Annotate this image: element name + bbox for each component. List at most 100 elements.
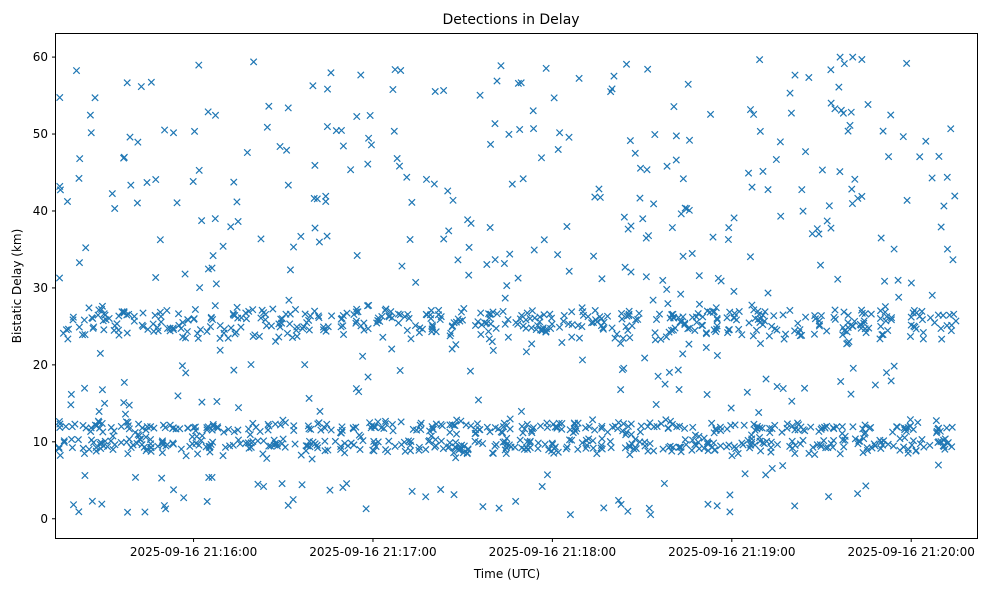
data-point xyxy=(880,277,889,285)
data-point xyxy=(566,426,574,434)
data-point xyxy=(649,200,658,208)
data-point xyxy=(596,313,604,321)
data-point xyxy=(713,314,721,323)
data-point xyxy=(397,66,405,75)
data-point xyxy=(125,401,133,409)
data-point xyxy=(935,152,943,161)
data-point xyxy=(876,314,885,323)
data-point xyxy=(124,450,132,458)
data-point xyxy=(578,356,587,364)
data-point xyxy=(693,318,701,326)
chart-title: Detections in Delay xyxy=(442,12,579,28)
data-point xyxy=(264,426,272,434)
data-point xyxy=(755,55,764,64)
data-point xyxy=(555,129,564,137)
data-point xyxy=(491,442,499,450)
x-tick-label: 2025-09-16 21:20:00 xyxy=(847,545,974,559)
data-point xyxy=(730,314,738,322)
data-point xyxy=(646,439,654,448)
data-point xyxy=(753,425,761,433)
data-point xyxy=(191,423,200,431)
data-point xyxy=(452,340,460,349)
data-point xyxy=(337,315,345,323)
data-point xyxy=(672,156,680,164)
data-point xyxy=(560,311,568,320)
data-point xyxy=(396,311,404,319)
data-point xyxy=(195,166,203,174)
data-point xyxy=(327,69,335,77)
data-point xyxy=(196,284,204,292)
data-point xyxy=(398,262,406,270)
data-point xyxy=(428,321,436,329)
data-point xyxy=(377,424,385,432)
data-point xyxy=(824,492,833,501)
data-point xyxy=(634,315,642,324)
data-point xyxy=(480,319,489,327)
data-point xyxy=(415,446,423,454)
data-point xyxy=(174,392,182,400)
data-point xyxy=(681,204,689,212)
data-point xyxy=(209,252,217,260)
data-point xyxy=(230,427,238,436)
data-point xyxy=(237,323,245,331)
data-point xyxy=(56,451,64,460)
data-point xyxy=(298,481,306,489)
data-point xyxy=(598,275,606,283)
data-point xyxy=(211,215,219,223)
data-point xyxy=(827,66,835,74)
data-point xyxy=(160,126,169,134)
data-point xyxy=(415,328,423,337)
data-point xyxy=(717,426,725,435)
data-point xyxy=(313,195,321,203)
data-point xyxy=(756,437,764,445)
data-point xyxy=(892,423,901,431)
data-point xyxy=(949,256,957,264)
data-point xyxy=(257,314,265,322)
data-point xyxy=(663,162,671,170)
data-point xyxy=(887,111,895,119)
data-point xyxy=(474,396,483,404)
data-point xyxy=(131,473,140,482)
data-point xyxy=(947,327,955,335)
data-point xyxy=(748,301,756,309)
data-point xyxy=(645,504,653,512)
data-point xyxy=(473,420,482,428)
data-point xyxy=(502,449,510,458)
data-point xyxy=(408,487,416,495)
data-point xyxy=(519,175,527,183)
data-point xyxy=(659,276,667,285)
data-point xyxy=(574,321,582,330)
data-point xyxy=(263,123,271,131)
data-point xyxy=(728,452,736,460)
data-point xyxy=(143,178,151,187)
data-point xyxy=(791,71,799,79)
data-point xyxy=(388,420,397,429)
data-point xyxy=(666,442,674,450)
data-point xyxy=(668,223,677,232)
data-point xyxy=(311,224,319,232)
data-point xyxy=(56,93,64,102)
data-point xyxy=(855,437,863,445)
y-tick-label: 40 xyxy=(33,204,48,218)
data-point xyxy=(908,441,916,449)
data-point xyxy=(624,507,632,515)
data-point xyxy=(374,314,382,322)
data-point xyxy=(491,120,499,128)
data-point xyxy=(446,332,454,340)
data-point xyxy=(914,418,922,427)
data-point xyxy=(113,320,121,328)
data-point xyxy=(907,279,915,287)
data-point xyxy=(158,439,167,447)
data-point xyxy=(521,425,529,433)
data-point xyxy=(536,318,544,326)
data-point xyxy=(364,373,372,381)
data-point xyxy=(918,435,926,444)
data-point xyxy=(401,447,409,456)
data-point xyxy=(321,437,329,445)
data-point xyxy=(815,230,823,238)
data-point xyxy=(161,424,169,432)
data-point xyxy=(119,154,128,162)
data-point xyxy=(108,190,116,198)
data-point xyxy=(607,88,615,96)
data-point xyxy=(823,327,831,335)
